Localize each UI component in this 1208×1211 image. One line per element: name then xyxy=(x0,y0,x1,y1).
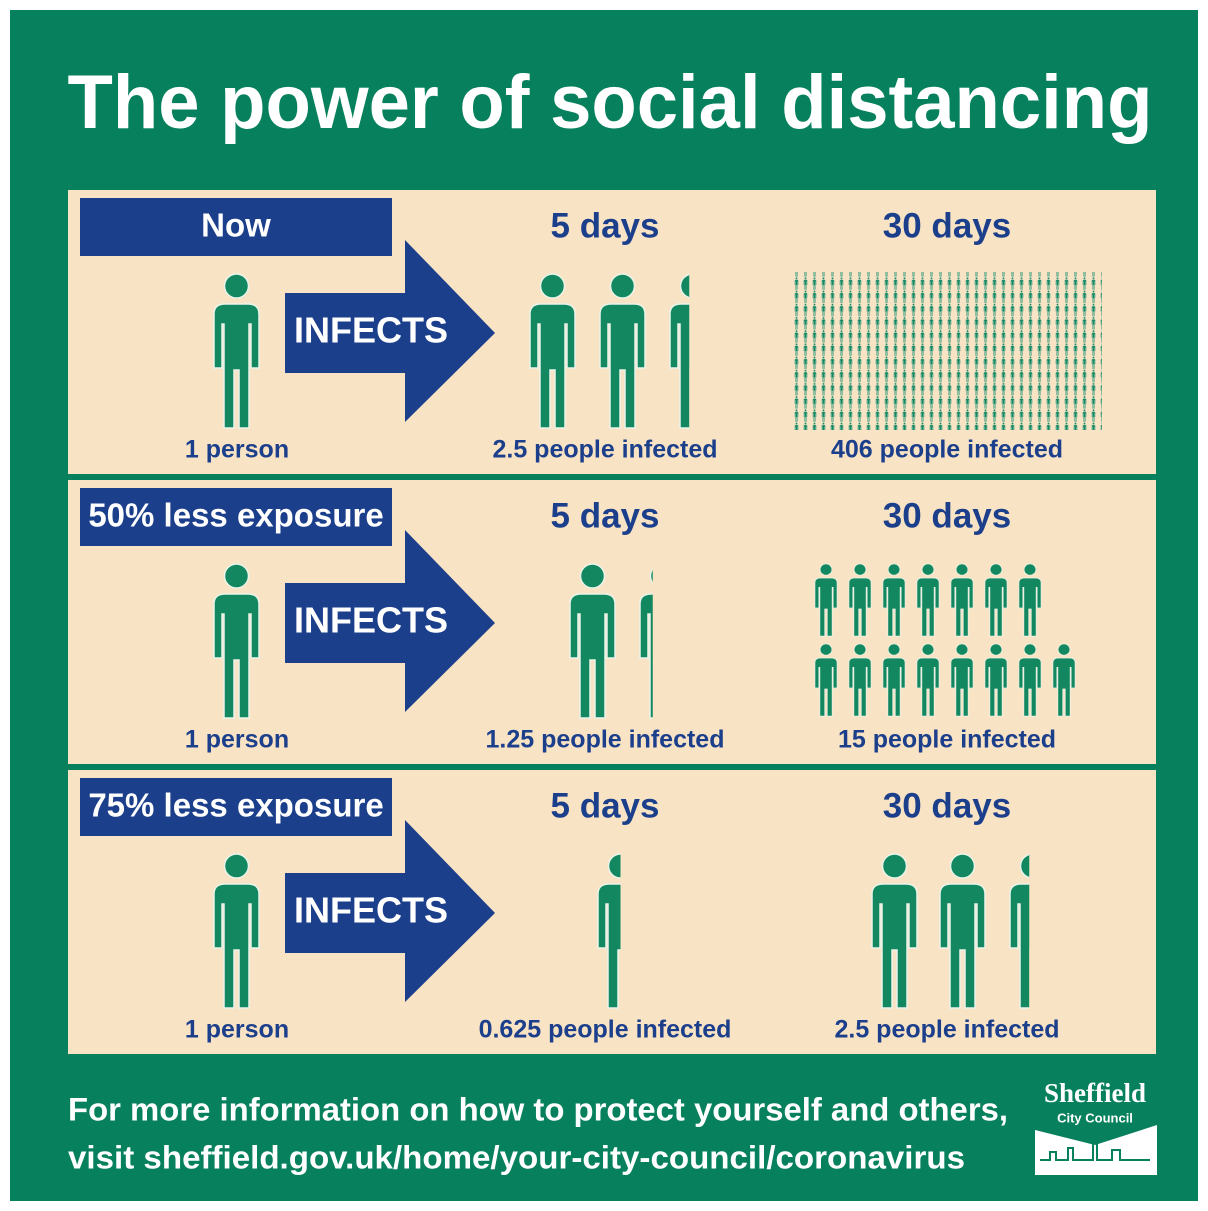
column-heading: 5 days xyxy=(551,786,660,825)
arrow xyxy=(285,240,495,422)
label-box xyxy=(80,778,392,836)
person-caption: 1 person xyxy=(185,436,289,464)
infects-label: INFECTS xyxy=(294,890,448,931)
person-caption: 1 person xyxy=(185,726,289,754)
arrow xyxy=(285,820,495,1002)
column-heading: 30 days xyxy=(883,786,1011,825)
logo-subtitle: City Council xyxy=(1057,1110,1133,1125)
column-heading: 30 days xyxy=(883,496,1011,535)
column-heading: 5 days xyxy=(551,496,660,535)
person-caption: 1 person xyxy=(185,1016,289,1044)
crowd-icons xyxy=(790,272,1102,430)
arrow xyxy=(285,530,495,712)
title: The power of social distancing xyxy=(68,60,1153,145)
column-caption: 2.5 people infected xyxy=(492,436,717,464)
label-box xyxy=(80,198,392,256)
row-label: 75% less exposure xyxy=(88,787,383,824)
infects-label: INFECTS xyxy=(294,310,448,351)
logo-name: Sheffield xyxy=(1044,1078,1146,1108)
logo-buildings xyxy=(1040,1141,1150,1161)
column-heading: 30 days xyxy=(883,206,1011,245)
infects-label: INFECTS xyxy=(294,600,448,641)
column-caption: 406 people infected xyxy=(831,436,1063,464)
footer-line: visit sheffield.gov.uk/home/your-city-co… xyxy=(68,1139,965,1175)
footer-line: For more information on how to protect y… xyxy=(68,1091,1008,1127)
column-caption: 1.25 people infected xyxy=(486,726,725,754)
column-caption: 0.625 people infected xyxy=(479,1016,732,1044)
label-box xyxy=(80,488,392,546)
column-caption: 2.5 people infected xyxy=(834,1016,1059,1044)
row-label: Now xyxy=(201,207,271,244)
column-heading: 5 days xyxy=(551,206,660,245)
row-label: 50% less exposure xyxy=(88,497,383,534)
column-caption: 15 people infected xyxy=(838,726,1056,754)
